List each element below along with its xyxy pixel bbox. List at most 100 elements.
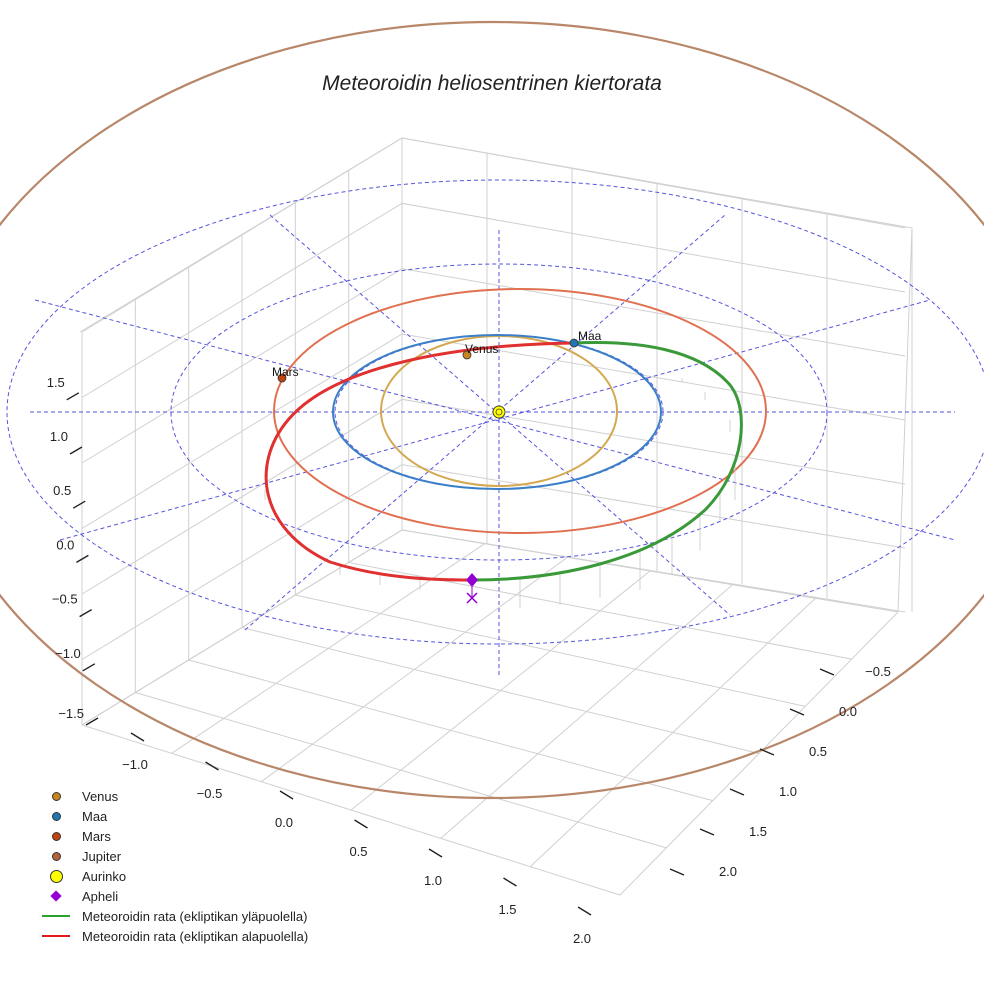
legend-symbol [40, 826, 72, 846]
aphelion-marker [466, 573, 478, 587]
jupiter-orbit [0, 21, 984, 799]
grid-line [81, 464, 906, 660]
legend-symbol [40, 866, 72, 886]
mars-marker [277, 373, 287, 383]
venus-label: Venus [465, 342, 498, 356]
grid-line [401, 529, 899, 613]
grid-line [81, 268, 906, 464]
legend-symbol [40, 786, 72, 806]
legend-item: Jupiter [40, 846, 308, 866]
grid-lines [79, 137, 913, 896]
sun-marker [492, 405, 506, 419]
legend-item: Maa [40, 806, 308, 826]
z-tick-mark [85, 717, 99, 726]
y-tick-label: 1.5 [749, 824, 767, 839]
y-tick-mark [789, 708, 805, 716]
x-tick-mark [428, 848, 443, 858]
x-tick-label: 0.0 [275, 815, 293, 830]
z-tick-label: −0.5 [52, 592, 78, 607]
x-tick-mark [503, 877, 517, 887]
legend-symbol [40, 906, 72, 926]
z-tick-mark [76, 554, 89, 564]
y-tick-label: 2.0 [719, 864, 737, 879]
legend-item: Venus [40, 786, 308, 806]
legend-item: Mars [40, 826, 308, 846]
legend-label: Meteoroidin rata (ekliptikan alapuolella… [82, 928, 309, 944]
y-tick-label: −0.5 [865, 664, 891, 679]
y-tick-label: 0.0 [839, 704, 857, 719]
legend-item: Meteoroidin rata (ekliptikan alapuolella… [40, 926, 308, 946]
legend-label: Venus [82, 788, 119, 804]
legend-label: Aurinko [82, 868, 127, 884]
legend-symbol [40, 846, 72, 866]
meteoroid-orbit-above [471, 341, 743, 582]
x-tick-mark [354, 819, 368, 829]
grid-line [440, 584, 733, 839]
chart-title: Meteoroidin heliosentrinen kiertorata [322, 72, 662, 95]
z-tick-label: 0.5 [53, 483, 71, 498]
legend-symbol [40, 806, 72, 826]
legend-label: Apheli [82, 888, 119, 904]
legend-item: Aurinko [40, 866, 308, 886]
x-tick-mark [279, 790, 294, 800]
x-tick-label: −0.5 [197, 786, 223, 801]
z-tick-mark [79, 608, 92, 618]
mars-label: Mars [272, 365, 299, 379]
z-tick-label: 1.5 [47, 375, 65, 390]
z-tick-mark [66, 392, 80, 401]
y-tick-mark [759, 748, 775, 756]
y-tick-label: 1.0 [779, 784, 797, 799]
z-tick-label: 0.0 [56, 537, 74, 552]
y-tick-mark [669, 868, 685, 876]
z-tick-label: −1.0 [55, 646, 81, 661]
y-tick-mark [699, 828, 715, 836]
earth-marker [569, 338, 579, 348]
grid-line [529, 597, 816, 868]
grid-line [81, 202, 906, 398]
venus-marker [462, 350, 472, 360]
x-tick-mark [577, 906, 592, 916]
legend-item: Apheli [40, 886, 308, 906]
x-tick-label: 1.5 [498, 902, 516, 917]
z-axis-ticks: −1.5 −1.0 −0.5 0.0 0.5 1.0 1.5 [47, 375, 99, 726]
grid-line [81, 137, 906, 333]
z-tick-mark [82, 663, 96, 672]
legend-label: Mars [82, 828, 111, 844]
height-drop-lines [264, 378, 736, 608]
x-tick-label: 1.0 [424, 873, 442, 888]
earth-label: Maa [578, 329, 602, 343]
y-tick-mark [729, 788, 745, 796]
grid-line [81, 398, 906, 595]
z-tick-label: −1.5 [58, 706, 84, 721]
z-tick-mark [69, 446, 83, 455]
reference-spoke [59, 299, 931, 541]
x-tick-mark [130, 732, 145, 742]
legend-symbol [40, 926, 72, 946]
legend-label: Maa [82, 808, 108, 824]
x-tick-label: −1.0 [122, 757, 148, 772]
x-tick-label: 0.5 [349, 844, 367, 859]
legend: Venus Maa Mars Jupiter Aurinko Apheli Meteoroi… [40, 786, 308, 946]
x-axis-ticks: −1.0 −0.5 0.0 0.5 1.0 1.5 2.0 [122, 732, 592, 946]
legend-item: Meteoroidin rata (ekliptikan yläpuolella… [40, 906, 308, 926]
legend-label: Meteoroidin rata (ekliptikan yläpuolella… [82, 908, 308, 924]
earth-orbit [332, 334, 662, 490]
legend-label: Jupiter [82, 848, 122, 864]
grid-line [619, 611, 899, 896]
grid-line [81, 333, 906, 529]
z-tick-label: 1.0 [50, 429, 68, 444]
y-tick-mark [819, 668, 835, 676]
reference-spoke [244, 214, 726, 631]
meteoroid-orbit-below [264, 341, 575, 582]
grid-line [295, 594, 806, 707]
x-tick-mark [205, 761, 219, 771]
mars-orbit [273, 288, 767, 534]
y-tick-label: 0.5 [809, 744, 827, 759]
y-axis-ticks: −0.5 0.0 0.5 1.0 1.5 2.0 [669, 664, 891, 879]
reference-spoke [34, 299, 956, 541]
z-tick-mark [72, 500, 86, 509]
aphelion-projection-marker [466, 592, 478, 604]
legend-symbol [40, 886, 72, 906]
x-tick-label: 2.0 [573, 931, 591, 946]
